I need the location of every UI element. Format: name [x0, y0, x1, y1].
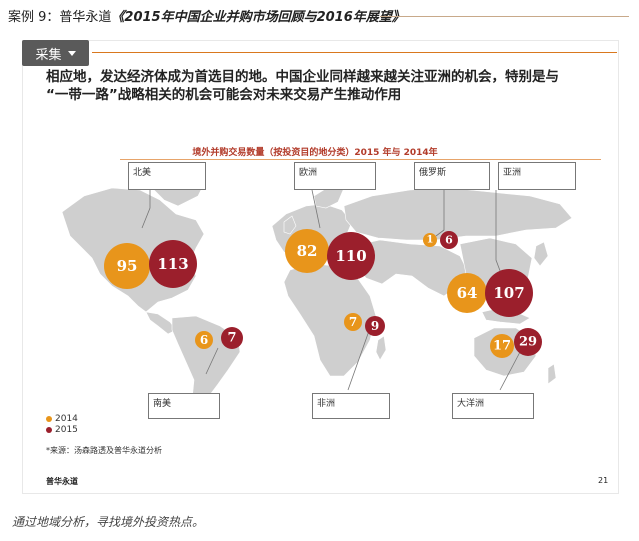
legend-item-2015: 2015	[46, 424, 78, 435]
bubbles	[104, 229, 542, 358]
bubble-europe-2015	[327, 232, 375, 280]
collect-button[interactable]: 采集	[22, 40, 89, 66]
value-europe-2014: 82	[296, 242, 318, 260]
bubble-africa-2015	[365, 316, 385, 336]
slide-headline: 相应地，发达经济体成为首选目的地。中国企业同样越来越关注亚洲的机会，特别是与 “…	[46, 68, 606, 104]
value-north-america-2014: 95	[116, 257, 138, 275]
region-label-asia: 亚洲	[498, 162, 576, 190]
value-russia-2015: 6	[445, 233, 453, 247]
bubble-north-america-2014	[104, 243, 150, 289]
chart-title-rule	[120, 159, 601, 160]
article-heading: 案例 9：普华永道《2015年中国企业并购市场回顾与2016年展望》	[8, 6, 405, 25]
region-label-oceania: 大洋洲	[452, 393, 534, 419]
bubble-russia-2014	[423, 233, 437, 247]
bubble-north-america-2015	[149, 240, 197, 288]
headline-line-2: “一带一路”战略相关的机会可能会对未来交易产生推动作用	[46, 87, 402, 103]
region-label-russia: 俄罗斯	[414, 162, 490, 190]
value-north-america-2015: 113	[157, 255, 189, 273]
bubble-oceania-2014	[490, 334, 514, 358]
heading-divider	[380, 16, 629, 17]
collect-button-label: 采集	[35, 47, 62, 63]
value-russia-2014: 1	[426, 234, 434, 246]
value-asia-2014: 64	[456, 284, 478, 302]
value-oceania-2015: 29	[518, 334, 538, 350]
value-south-america-2014: 6	[199, 333, 209, 347]
source-note: *来源：汤森路透及普华永道分析	[46, 446, 162, 455]
headline-line-1: 相应地，发达经济体成为首选目的地。中国企业同样越来越关注亚洲的机会，特别是与	[46, 69, 559, 85]
legend-item-2014: 2014	[46, 413, 78, 424]
report-title: 《2015年中国企业并购市场回顾与2016年展望》	[111, 10, 405, 25]
value-africa-2015: 9	[370, 319, 380, 333]
region-label-south-america: 南美	[148, 393, 220, 419]
legend-swatch-2015	[46, 426, 52, 433]
bubble-russia-2015	[440, 231, 458, 249]
chevron-down-icon	[67, 50, 76, 56]
value-south-america-2015: 7	[227, 330, 237, 346]
bubble-south-america-2014	[195, 331, 213, 349]
region-label-africa: 非洲	[312, 393, 390, 419]
case-label: 案例 9：普华永道	[8, 10, 112, 25]
region-label-north-america: 北美	[128, 162, 206, 190]
value-oceania-2014: 17	[492, 338, 512, 354]
page-number: 21	[598, 476, 609, 485]
image-caption: 通过地域分析，寻找境外投资热点。	[12, 515, 205, 529]
bubble-oceania-2015	[514, 328, 542, 356]
chart-legend: 2014 2015	[46, 413, 78, 435]
region-connectors	[141, 189, 521, 391]
value-europe-2015: 110	[335, 247, 367, 265]
bubble-south-america-2015	[221, 327, 243, 349]
legend-swatch-2014	[46, 415, 52, 422]
region-label-europe: 欧洲	[294, 162, 376, 190]
legend-label-2015: 2015	[55, 424, 78, 435]
bubble-asia-2015	[485, 269, 533, 317]
value-africa-2014: 7	[348, 315, 358, 329]
bubble-asia-2014	[447, 273, 487, 313]
value-asia-2015: 107	[493, 284, 525, 302]
bubble-africa-2014	[344, 313, 362, 331]
chart-title: 境外并购交易数量（按投资目的地分类）2015 年与 2014年	[192, 148, 438, 158]
footer-brand: 普华永道	[46, 477, 78, 486]
bubble-europe-2014	[285, 229, 329, 273]
legend-label-2014: 2014	[55, 413, 78, 424]
slide-top-rule	[92, 52, 617, 53]
